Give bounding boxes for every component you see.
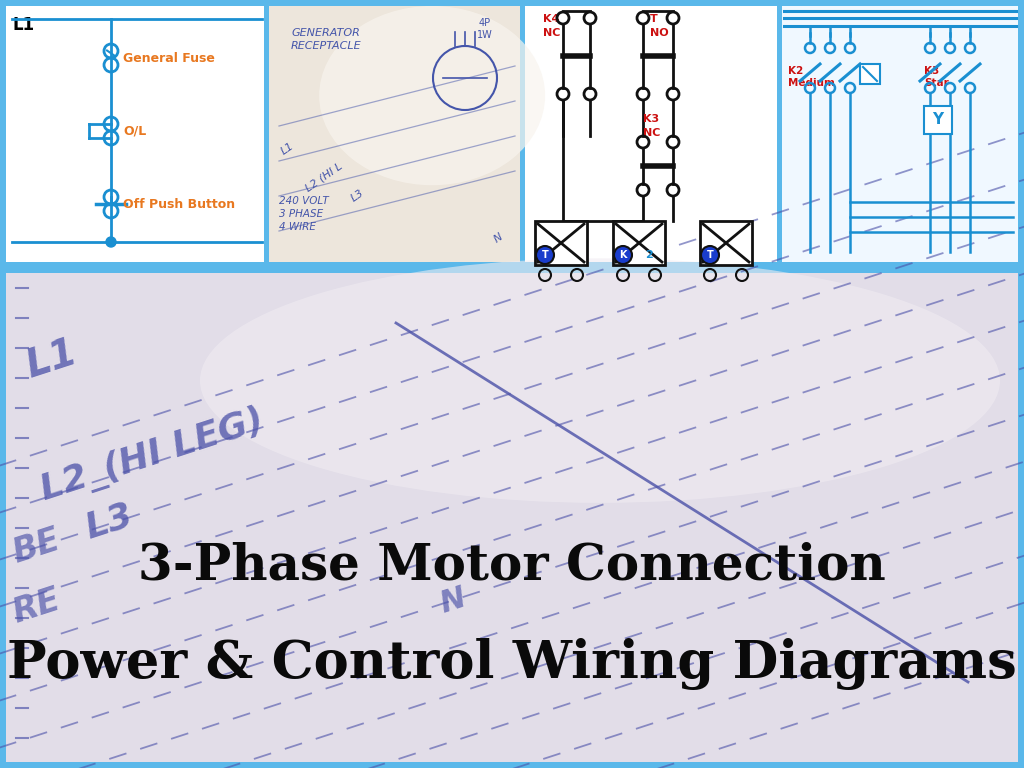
Text: 240 VOLT
3 PHASE
4 WIRE: 240 VOLT 3 PHASE 4 WIRE	[279, 196, 329, 233]
Text: NO: NO	[650, 28, 669, 38]
Circle shape	[701, 246, 719, 264]
Ellipse shape	[319, 6, 545, 185]
Text: K: K	[620, 250, 627, 260]
Circle shape	[536, 246, 554, 264]
Text: K2
Medium: K2 Medium	[788, 66, 835, 88]
Text: 2: 2	[645, 250, 653, 260]
Bar	[269, 6, 520, 262]
Text: General Fuse: General Fuse	[123, 51, 215, 65]
Bar	[525, 6, 777, 262]
Text: Off Push Button: Off Push Button	[123, 197, 236, 210]
Bar	[860, 64, 880, 84]
Text: L1: L1	[279, 141, 296, 157]
Bar	[782, 6, 1018, 262]
Text: L1: L1	[12, 16, 34, 34]
Text: K3: K3	[643, 114, 659, 124]
Text: RE: RE	[8, 583, 65, 629]
Text: O/L: O/L	[123, 124, 146, 137]
Text: 3-Phase Motor Connection: 3-Phase Motor Connection	[138, 542, 886, 591]
Bar	[700, 221, 752, 265]
Text: GENERATOR
RECEPTACLE: GENERATOR RECEPTACLE	[291, 28, 361, 51]
Text: K4: K4	[543, 14, 559, 24]
Text: T: T	[542, 250, 549, 260]
Bar	[613, 221, 665, 265]
Text: L3: L3	[349, 188, 366, 204]
Ellipse shape	[200, 258, 1000, 503]
Text: T: T	[707, 250, 714, 260]
Bar	[924, 106, 952, 134]
Circle shape	[614, 246, 632, 264]
Text: N: N	[436, 583, 469, 618]
Text: Power & Control Wiring Diagrams: Power & Control Wiring Diagrams	[7, 638, 1017, 690]
Text: L2 (HI L: L2 (HI L	[304, 161, 345, 194]
Text: Y: Y	[933, 112, 943, 127]
Text: T: T	[650, 14, 657, 24]
Bar	[535, 221, 587, 265]
Text: L3: L3	[81, 498, 137, 545]
Text: NC: NC	[543, 28, 560, 38]
Text: N: N	[492, 232, 505, 245]
Bar	[6, 273, 1018, 762]
Circle shape	[106, 237, 116, 247]
Text: BE: BE	[8, 523, 65, 569]
Text: L2_(HI LEG): L2_(HI LEG)	[36, 403, 268, 508]
Bar	[6, 6, 264, 262]
Text: K3
Star: K3 Star	[924, 66, 949, 88]
Text: L1: L1	[22, 333, 82, 385]
Text: NC: NC	[643, 128, 660, 138]
Text: 4P
1W: 4P 1W	[477, 18, 493, 40]
